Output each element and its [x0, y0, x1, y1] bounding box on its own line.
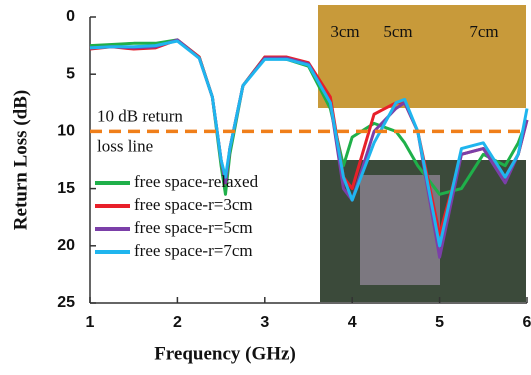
y-tick-label: 0: [66, 8, 75, 25]
inset-label: 5cm: [383, 22, 412, 41]
x-tick-label: 5: [435, 314, 444, 331]
inset-antenna: [360, 175, 440, 285]
legend-label: free space-relaxed: [134, 172, 259, 191]
reference-label: loss line: [97, 136, 153, 155]
legend-label: free space-r=5cm: [134, 218, 253, 237]
y-tick-label: 5: [66, 65, 75, 82]
y-tick-label: 15: [57, 180, 75, 197]
x-tick-label: 3: [260, 314, 269, 331]
y-tick-label: 25: [57, 294, 75, 311]
inset-photo-top: [318, 5, 526, 108]
inset-label: 3cm: [330, 22, 359, 41]
x-tick-label: 6: [523, 314, 531, 331]
x-tick-label: 4: [348, 314, 357, 331]
y-axis-title: Return Loss (dB): [10, 90, 31, 230]
y-tick-label: 10: [57, 123, 75, 140]
inset-label: 7cm: [469, 22, 498, 41]
legend-label: free space-r=3cm: [134, 195, 253, 214]
x-axis-title: Frequency (GHz): [154, 343, 296, 364]
y-tick-label: 20: [57, 237, 75, 254]
series-line: [89, 39, 529, 248]
reference-label: 10 dB return: [97, 106, 183, 125]
x-tick-label: 2: [173, 314, 182, 331]
legend-label: free space-r=7cm: [134, 241, 253, 260]
x-tick-label: 1: [86, 314, 95, 331]
